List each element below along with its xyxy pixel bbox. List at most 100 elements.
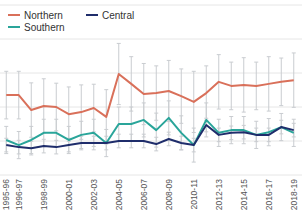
error-bar-cap xyxy=(229,62,233,63)
error-bar-cap xyxy=(292,146,296,147)
error-bar-cap xyxy=(67,126,71,127)
legend-label: Southern xyxy=(24,22,65,33)
error-bar-cap xyxy=(154,113,158,114)
error-bar-cap xyxy=(117,107,121,108)
x-tick-label: 2018-19 xyxy=(289,179,299,210)
error-bar-cap xyxy=(79,84,83,85)
error-bar-cap xyxy=(79,121,83,122)
error-bar-cap xyxy=(179,149,183,150)
error-bar-cap xyxy=(292,107,296,108)
error-bar-cap xyxy=(142,63,146,64)
error-bar-cap xyxy=(67,153,71,154)
plot-area xyxy=(4,43,296,162)
legend-swatch xyxy=(8,26,20,28)
error-bar-cap xyxy=(204,136,208,137)
error-bar-cap xyxy=(254,109,258,110)
error-bar-cap xyxy=(4,118,8,119)
error-bar-cap xyxy=(254,148,258,149)
error-bar-cap xyxy=(54,119,58,120)
x-tick-label: 1995-96 xyxy=(1,179,11,210)
error-bar-cap xyxy=(42,78,46,79)
error-bar-cap xyxy=(67,86,71,87)
error-bar-cap xyxy=(254,121,258,122)
error-bar-cap xyxy=(79,148,83,149)
legend-swatch xyxy=(86,14,98,16)
error-bar-cap xyxy=(104,89,108,90)
error-bar-cap xyxy=(42,152,46,153)
series-line xyxy=(6,125,294,148)
error-bar-cap xyxy=(92,149,96,150)
error-bar-cap xyxy=(242,112,246,113)
error-bar-cap xyxy=(142,136,146,137)
error-bar-cap xyxy=(167,60,171,61)
x-tick-label: 2012-13 xyxy=(214,179,224,210)
grid-line xyxy=(0,175,302,176)
legend-label: Central xyxy=(102,10,134,21)
error-bar-cap xyxy=(167,145,171,146)
error-bar-cap xyxy=(54,83,58,84)
x-tick-label: 1998-99 xyxy=(39,179,49,210)
x-tick-label: 2000-01 xyxy=(64,179,74,210)
error-bar-cap xyxy=(29,126,33,127)
x-tick-label: 2006-07 xyxy=(139,179,149,210)
error-bar-cap xyxy=(117,147,121,148)
error-bar-cap xyxy=(279,58,283,59)
error-bar-cap xyxy=(279,105,283,106)
error-bar-cap xyxy=(4,71,8,72)
grid-line xyxy=(0,5,302,6)
error-bar-cap xyxy=(29,154,33,155)
error-bar-cap xyxy=(54,153,58,154)
x-tick-label: 2002-03 xyxy=(89,179,99,210)
error-bar-cap xyxy=(204,102,208,103)
error-bar-cap xyxy=(92,146,96,147)
x-tick-label: 2010-11 xyxy=(189,179,199,210)
error-bar-cap xyxy=(292,52,296,53)
error-bar-cap xyxy=(154,147,158,148)
error-bar-cap xyxy=(17,131,21,132)
series-line xyxy=(6,118,294,145)
error-bar-cap xyxy=(167,100,171,101)
x-tick-label: 2008-09 xyxy=(164,179,174,210)
error-bar-cap xyxy=(129,107,133,108)
error-bar-cap xyxy=(229,143,233,144)
error-bar-cap xyxy=(17,118,21,119)
error-bar-cap xyxy=(242,57,246,58)
error-bar-cap xyxy=(192,162,196,163)
error-bar-cap xyxy=(192,128,196,129)
error-bar-cap xyxy=(179,149,183,150)
grid-line xyxy=(0,39,302,40)
error-bar-cap xyxy=(129,147,133,148)
error-bar-cap xyxy=(117,104,121,105)
error-bar-cap xyxy=(104,129,108,130)
error-bar-cap xyxy=(217,54,221,55)
error-bar-cap xyxy=(242,143,246,144)
error-bar-cap xyxy=(117,43,121,44)
error-bar-cap xyxy=(267,145,271,146)
error-bar-cap xyxy=(154,150,158,151)
error-bar-cap xyxy=(254,62,258,63)
error-bar-cap xyxy=(104,156,108,157)
error-bar-cap xyxy=(29,153,33,154)
error-bar-cap xyxy=(142,147,146,148)
error-bar-cap xyxy=(192,71,196,72)
error-bar-cap xyxy=(17,71,21,72)
error-bar-cap xyxy=(217,146,221,147)
error-bar-cap xyxy=(204,65,208,66)
error-bar-cap xyxy=(279,113,283,114)
x-tick-label: 1996-97 xyxy=(14,179,24,210)
error-bar-cap xyxy=(42,119,46,120)
error-bar-cap xyxy=(267,111,271,112)
error-bar-cap xyxy=(217,109,221,110)
error-bar-cap xyxy=(242,116,246,117)
error-bar-cap xyxy=(179,115,183,116)
error-bar-cap xyxy=(292,119,296,120)
x-tick-label: 2014-15 xyxy=(239,179,249,210)
error-bar-cap xyxy=(167,134,171,135)
legend-label: Northern xyxy=(24,10,63,21)
error-bar-cap xyxy=(17,158,21,159)
error-bar-cap xyxy=(92,84,96,85)
error-bar-cap xyxy=(4,153,8,154)
error-bar-cap xyxy=(229,109,233,110)
error-bar-cap xyxy=(267,118,271,119)
error-bar-cap xyxy=(142,102,146,103)
